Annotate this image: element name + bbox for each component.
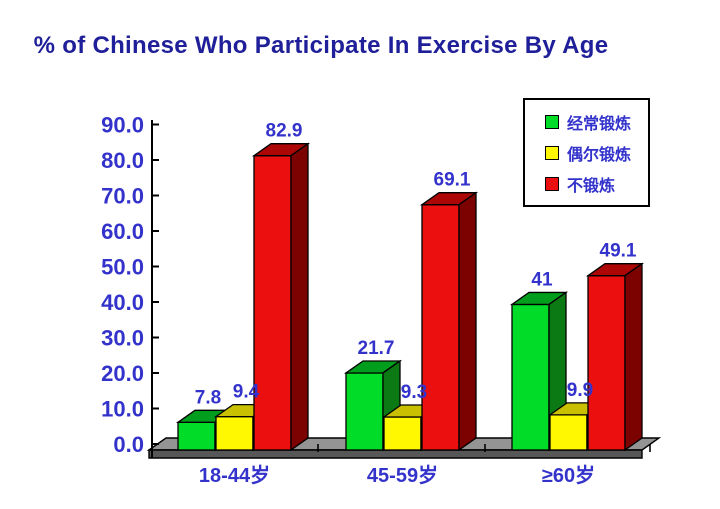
legend-label: 不锻炼	[567, 177, 616, 195]
legend-label: 偶尔锻炼	[567, 146, 632, 164]
bar-front-18-44岁-经常锻炼	[177, 421, 216, 451]
bar-side-18-44岁-不锻炼	[290, 142, 309, 452]
chart-title: % of Chinese Who Participate In Exercise…	[33, 32, 609, 59]
bar-front-45-59岁-经常锻炼	[345, 372, 384, 451]
bar-side-≥60岁-不锻炼	[624, 262, 643, 452]
y-axis-tick-label: 50.0	[101, 255, 144, 280]
bar-side-45-59岁-不锻炼	[458, 191, 477, 452]
value-label-45-59岁-不锻炼: 69.1	[434, 170, 471, 191]
legend-swatch-icon	[545, 176, 559, 191]
value-label-45-59岁-经常锻炼: 21.7	[358, 338, 395, 359]
legend-item: 不锻炼	[545, 172, 648, 196]
bar-front-≥60岁-偶尔锻炼	[549, 414, 588, 451]
value-label-18-44岁-经常锻炼: 7.8	[195, 387, 221, 408]
y-axis-tick-label: 80.0	[101, 148, 144, 173]
y-axis-tick-label: 0.0	[113, 432, 144, 457]
legend-swatch-icon	[545, 145, 559, 160]
y-axis-tick-label: 60.0	[101, 219, 144, 244]
legend-swatch-icon	[545, 114, 559, 129]
chart-legend: 经常锻炼偶尔锻炼不锻炼	[523, 98, 650, 207]
y-axis-tick-label: 30.0	[101, 326, 144, 351]
bar-front-18-44岁-不锻炼	[253, 155, 292, 451]
value-label-45-59岁-偶尔锻炼: 9.3	[401, 382, 427, 403]
value-label-18-44岁-偶尔锻炼: 9.4	[233, 382, 260, 403]
y-axis-tick-label: 20.0	[101, 361, 144, 386]
y-axis-tick-label: 10.0	[101, 397, 144, 422]
value-label-≥60岁-经常锻炼: 41	[531, 269, 553, 290]
floor-front	[148, 449, 643, 459]
x-axis-category-label: ≥60岁	[542, 463, 595, 487]
bar-front-≥60岁-经常锻炼	[511, 303, 550, 451]
y-axis-tick-label: 90.0	[101, 113, 144, 138]
y-axis-tick-label: 40.0	[101, 290, 144, 315]
legend-item: 偶尔锻炼	[545, 141, 648, 165]
legend-item: 经常锻炼	[545, 110, 648, 134]
value-label-≥60岁-偶尔锻炼: 9.9	[567, 380, 593, 401]
bar-front-≥60岁-不锻炼	[587, 275, 626, 451]
legend-label: 经常锻炼	[567, 115, 632, 133]
value-label-≥60岁-不锻炼: 49.1	[600, 241, 637, 262]
bar-front-18-44岁-偶尔锻炼	[215, 415, 254, 451]
x-axis-category-label: 18-44岁	[199, 463, 270, 487]
value-label-18-44岁-不锻炼: 82.9	[266, 121, 303, 142]
bar-front-45-59岁-不锻炼	[421, 204, 460, 451]
x-axis-category-label: 45-59岁	[367, 463, 438, 487]
y-axis-tick-label: 70.0	[101, 184, 144, 209]
bar-front-45-59岁-偶尔锻炼	[383, 416, 422, 451]
